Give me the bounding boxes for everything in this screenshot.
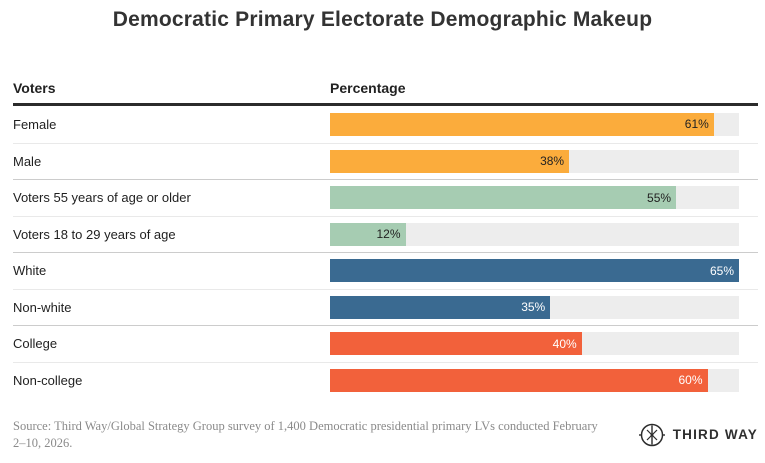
demographic-table: Voters Percentage Female 61% Male 38% Vo… — [13, 80, 758, 398]
category-label: Voters 18 to 29 years of age — [13, 226, 176, 242]
bar-value-label: 61% — [684, 117, 709, 132]
table-row: Non-college 60% — [13, 361, 758, 399]
bar-value-label: 60% — [678, 373, 703, 388]
table-row: White 65% — [13, 252, 758, 289]
bar-track: 12% — [330, 222, 739, 246]
column-header-voters: Voters — [13, 80, 56, 96]
table-row: Female 61% — [13, 106, 758, 143]
bar-value-label: 12% — [376, 227, 401, 242]
bar: 12% — [330, 222, 406, 246]
bar-track: 60% — [330, 368, 739, 392]
category-label: Non-white — [13, 299, 72, 315]
table-row: Male 38% — [13, 142, 758, 180]
category-label: Male — [13, 153, 42, 169]
category-label: Non-college — [13, 372, 83, 388]
third-way-compass-icon — [638, 423, 665, 446]
bar-track: 35% — [330, 295, 739, 319]
bar: 65% — [330, 259, 739, 283]
column-header-percentage: Percentage — [330, 80, 406, 96]
bar-rows-container: Female 61% Male 38% Voters 55 years of a… — [13, 106, 758, 398]
category-label: Female — [13, 116, 57, 132]
bar-track: 61% — [330, 112, 739, 136]
table-header-row: Voters Percentage — [13, 80, 758, 106]
bar: 40% — [330, 332, 582, 356]
bar-value-label: 40% — [552, 336, 577, 351]
bar: 60% — [330, 368, 708, 392]
bar: 55% — [330, 186, 677, 210]
bar: 35% — [330, 295, 551, 319]
source-note-line1: Source: Third Way/Global Strategy Group … — [13, 419, 598, 433]
page-title: Democratic Primary Electorate Demographi… — [112, 8, 653, 31]
table-row: Non-white 35% — [13, 288, 758, 326]
bar: 38% — [330, 149, 570, 173]
bar-value-label: 65% — [709, 263, 734, 278]
bar-track: 38% — [330, 149, 739, 173]
third-way-logo-text: THIRD WAY — [672, 427, 758, 442]
source-note: Source: Third Way/Global Strategy Group … — [13, 418, 598, 451]
bar-value-label: 38% — [540, 154, 565, 169]
table-row: College 40% — [13, 325, 758, 362]
bar-value-label: 55% — [647, 190, 672, 205]
footer: Source: Third Way/Global Strategy Group … — [13, 418, 758, 451]
bar-track: 65% — [330, 259, 739, 283]
category-label: Voters 55 years of age or older — [13, 190, 191, 206]
bar-track: 55% — [330, 186, 739, 210]
table-row: Voters 55 years of age or older 55% — [13, 179, 758, 216]
category-label: College — [13, 336, 58, 352]
bar-track: 40% — [330, 332, 739, 356]
table-row: Voters 18 to 29 years of age 12% — [13, 215, 758, 253]
bar-value-label: 35% — [521, 300, 546, 315]
bar: 61% — [330, 112, 714, 136]
source-note-line2: 2–10, 2026. — [13, 435, 73, 450]
category-label: White — [13, 263, 47, 279]
third-way-logo: THIRD WAY — [638, 421, 758, 449]
